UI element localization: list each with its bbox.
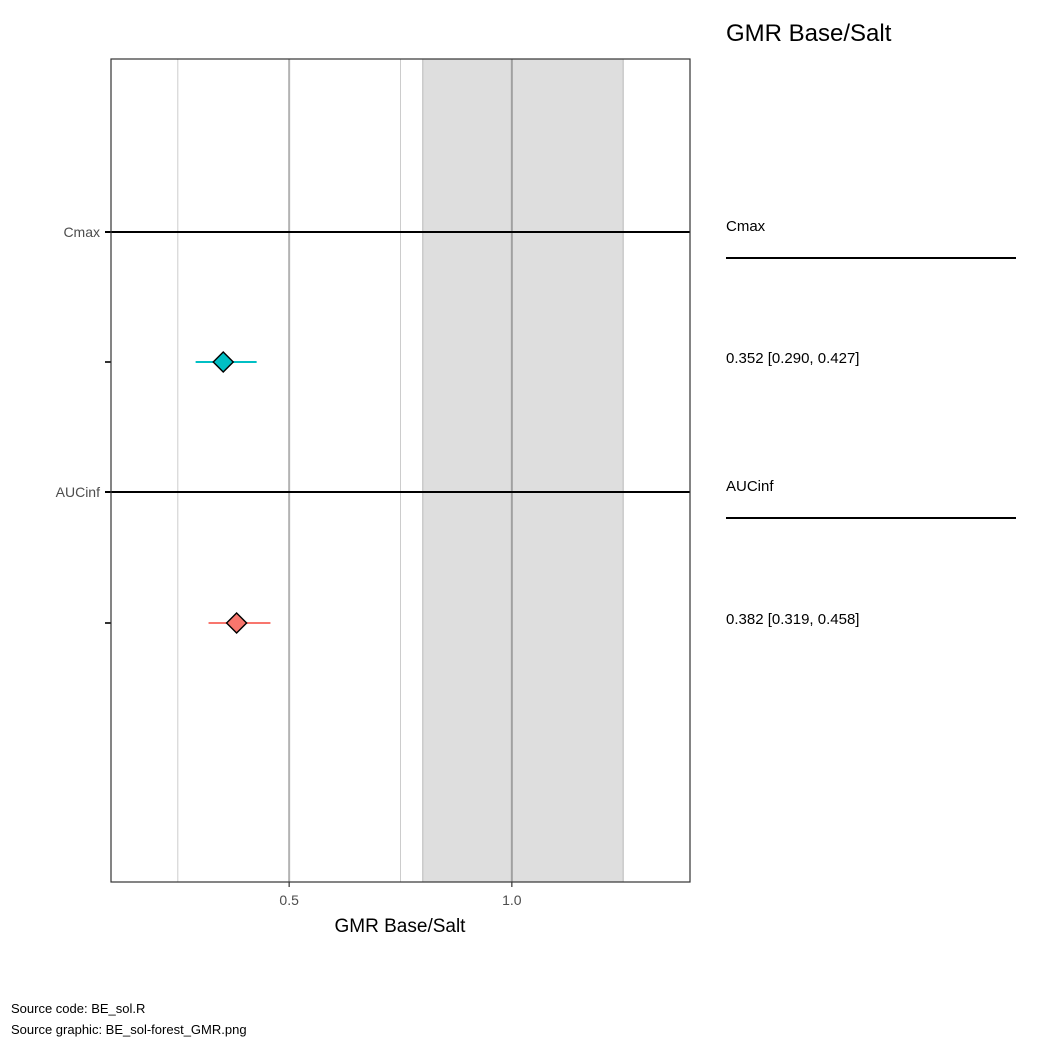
table-estimate-text: 0.382 [0.319, 0.458]: [726, 611, 859, 628]
estimate-diamond: [225, 612, 248, 634]
x-tick-label: 0.5: [279, 892, 299, 908]
table-estimate-text: 0.352 [0.290, 0.427]: [726, 350, 859, 367]
table-group-label: Cmax: [726, 218, 766, 235]
x-axis-title: GMR Base/Salt: [335, 916, 467, 937]
equivalence-band: [422, 59, 624, 882]
table-group-label: AUCinf: [726, 478, 774, 495]
estimate-table: Cmax 0.352 [0.290, 0.427] AUCinf 0.382 [0.3…: [726, 218, 1016, 628]
table-title: GMR Base/Salt: [726, 20, 892, 47]
equivalence-band-layer: [422, 59, 624, 882]
y-tick-label: Cmax: [63, 224, 100, 240]
axis-layer: Cmax AUCinf 0.5 1.0: [56, 58, 691, 908]
source-code-caption: Source code: BE_sol.R: [11, 1001, 146, 1016]
panel-border: [110, 58, 691, 883]
group-rows-layer: [105, 231, 690, 493]
gridline-layer: [177, 59, 513, 882]
estimate-marks-layer: [195, 351, 271, 634]
source-graphic-caption: Source graphic: BE_sol-forest_GMR.png: [11, 1022, 247, 1037]
y-tick-label: AUCinf: [56, 484, 100, 500]
estimate-diamond: [212, 351, 235, 373]
x-tick-label: 1.0: [502, 892, 522, 908]
